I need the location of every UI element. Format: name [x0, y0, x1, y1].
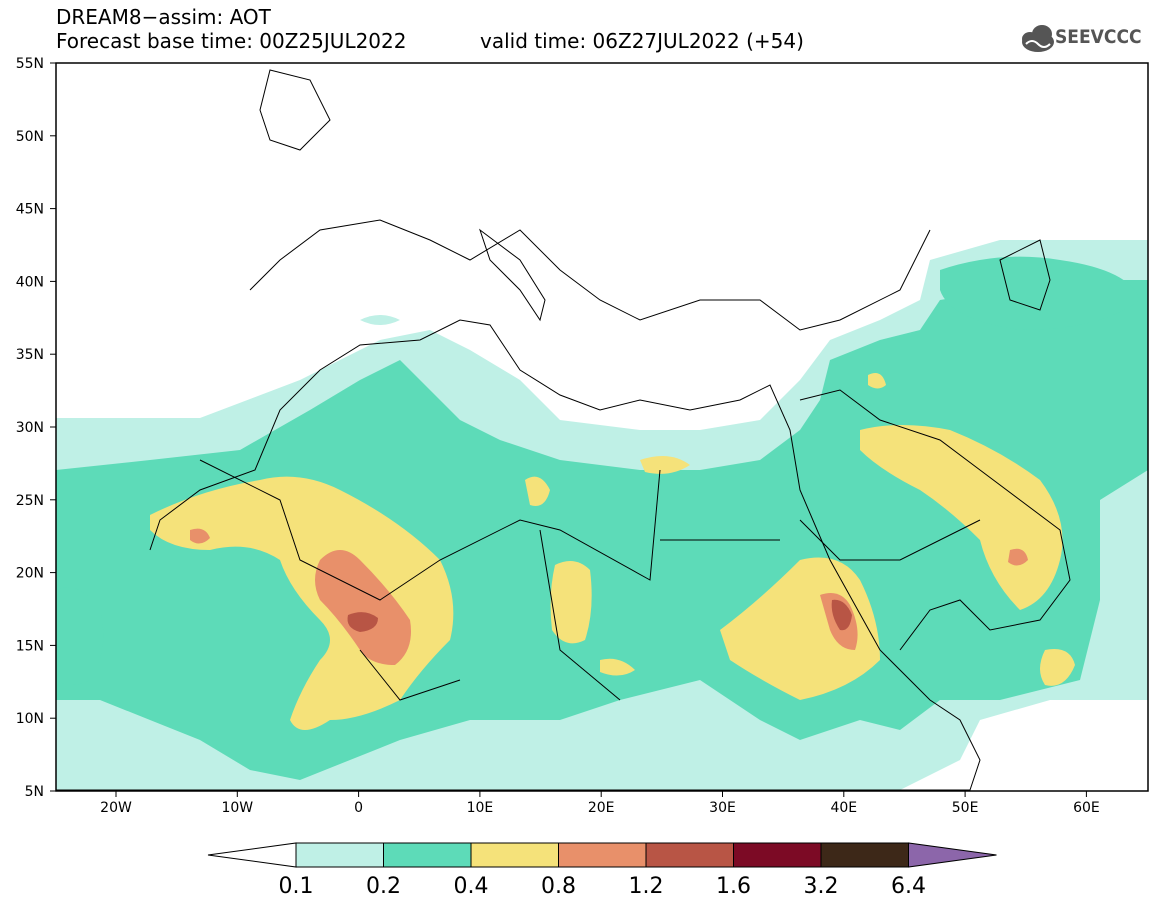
colorbar-max-arrow	[908, 842, 997, 868]
colorbar-swatch	[295, 842, 384, 868]
aot-region-high	[1040, 649, 1075, 686]
aot-region-very-high	[190, 528, 210, 544]
lon-tick-label: 50E	[952, 800, 979, 816]
lat-tick-label: 30N	[16, 420, 44, 436]
aot-region-medium	[940, 256, 1140, 330]
longitude-axis: 20W 10W 0 10E 20E 30E 40E 50E 60E	[100, 791, 1100, 816]
lon-tick-label: 10W	[221, 800, 253, 816]
aot-field	[56, 240, 1148, 790]
colorbar-label: 1.2	[629, 874, 664, 899]
colorbar: 0.1 0.2 0.4 0.8 1.2 1.6 3.2 6.4	[207, 842, 997, 899]
aot-region-light	[360, 315, 400, 325]
colorbar-label: 0.1	[279, 874, 314, 899]
arabia-coastline	[799, 389, 1071, 651]
aot-region-high	[868, 372, 886, 389]
lon-tick-label: 0	[354, 800, 363, 816]
colorbar-label: 0.2	[366, 874, 401, 899]
lon-tick-label: 10E	[467, 800, 494, 816]
colorbar-swatch	[558, 842, 647, 868]
chart-title: DREAM8−assim: AOT	[56, 5, 271, 29]
lat-tick-label: 10N	[16, 711, 44, 727]
colorbar-min-arrow	[207, 842, 297, 868]
italy-coastline	[479, 228, 546, 322]
aot-region-high	[720, 557, 880, 700]
latitude-axis: 55N 50N 45N 40N 35N 30N 25N 20N 15N 10N 5N	[16, 56, 56, 800]
africa-coastline	[56, 319, 981, 791]
cloud-icon	[1022, 25, 1054, 52]
europe-coastline	[249, 219, 931, 331]
aot-region-extreme	[831, 599, 852, 631]
logo-text: SEEVCCC	[1055, 26, 1142, 48]
lat-tick-label: 25N	[16, 493, 44, 509]
lon-tick-label: 20E	[588, 800, 615, 816]
aot-region-high	[150, 476, 454, 730]
colorbar-swatch	[383, 842, 472, 868]
colorbar-swatch	[733, 842, 822, 868]
lat-tick-label: 35N	[16, 347, 44, 363]
lat-tick-label: 40N	[16, 274, 44, 290]
caspian-coastline	[999, 239, 1051, 311]
coastlines	[56, 69, 1071, 791]
lat-tick-label: 55N	[16, 56, 44, 72]
lat-tick-label: 50N	[16, 129, 44, 145]
lon-tick-label: 20W	[100, 800, 132, 816]
aot-region-high	[550, 561, 592, 644]
colorbar-label: 3.2	[804, 874, 839, 899]
border-line	[199, 459, 981, 701]
aot-region-high	[525, 476, 550, 506]
lon-tick-label: 40E	[830, 800, 857, 816]
aot-region-high	[600, 658, 635, 676]
colorbar-label: 0.4	[454, 874, 489, 899]
colorbar-label: 0.8	[541, 874, 576, 899]
aot-region-high	[640, 456, 690, 474]
colorbar-label: 1.6	[716, 874, 751, 899]
valid-time: valid time: 06Z27JUL2022 (+54)	[480, 29, 804, 53]
uk-coastline	[259, 69, 331, 151]
lon-tick-label: 30E	[709, 800, 736, 816]
colorbar-swatch	[470, 842, 559, 868]
lat-tick-label: 5N	[25, 784, 44, 800]
lat-tick-label: 45N	[16, 202, 44, 218]
colorbar-label: 6.4	[891, 874, 926, 899]
lat-tick-label: 15N	[16, 638, 44, 654]
forecast-base-time: Forecast base time: 00Z25JUL2022	[56, 29, 407, 53]
aot-region-very-high	[315, 550, 411, 665]
aot-region-very-high	[1008, 548, 1028, 566]
colorbar-swatch	[820, 842, 909, 868]
colorbar-swatch	[645, 842, 734, 868]
aot-region-extreme	[347, 612, 378, 632]
aot-region-medium	[56, 587, 104, 685]
lon-tick-label: 60E	[1073, 800, 1100, 816]
lat-tick-label: 20N	[16, 566, 44, 582]
